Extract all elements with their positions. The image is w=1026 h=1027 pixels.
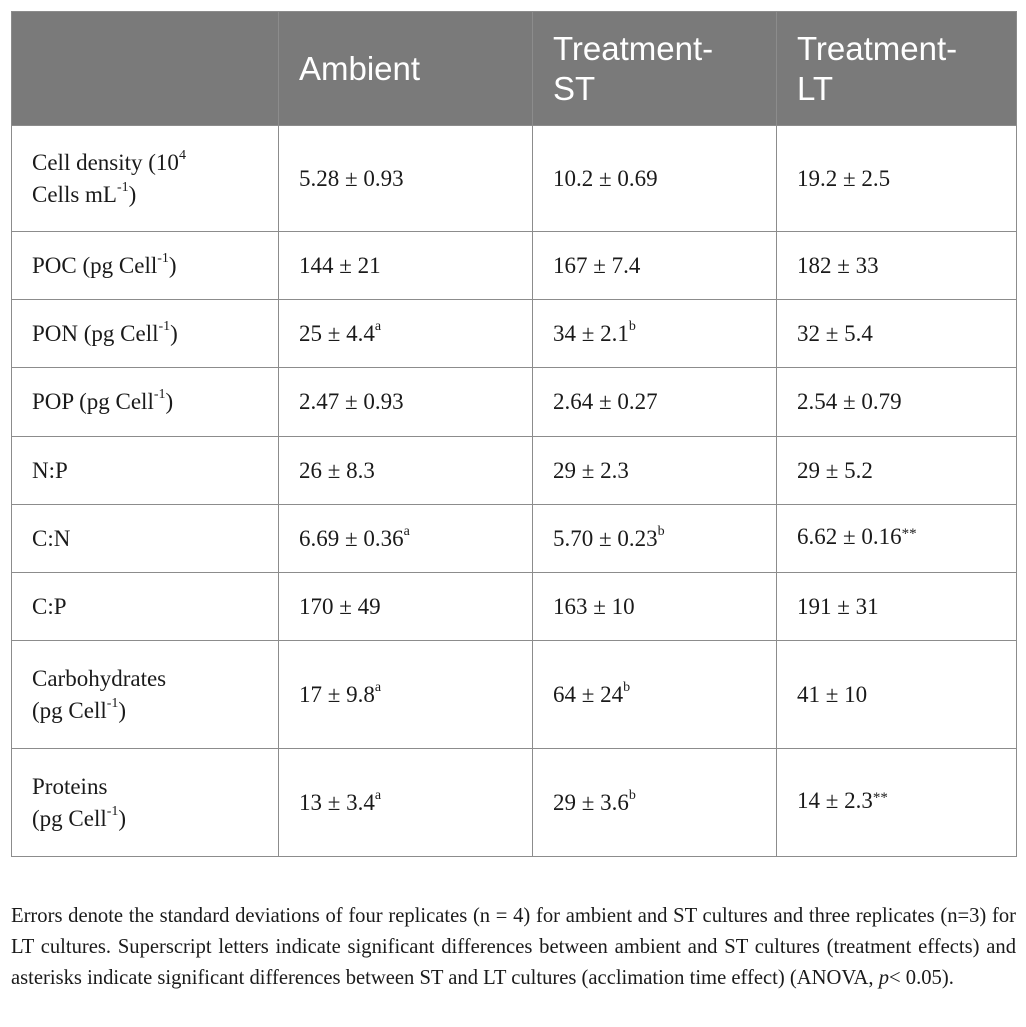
cell-ambient: 2.47 ± 0.93 <box>278 367 533 437</box>
cell-treatment-lt: 182 ± 33 <box>776 231 1017 300</box>
cell-treatment-st: 5.70 ± 0.23b <box>532 504 777 573</box>
row-label: Carbohydrates (pg Cell-1) <box>11 640 279 749</box>
table-row: POP (pg Cell-1) 2.47 ± 0.93 2.64 ± 0.27 … <box>11 367 1017 437</box>
row-label: C:P <box>11 572 279 641</box>
cell-treatment-st: 10.2 ± 0.69 <box>532 125 777 232</box>
data-table: Ambient Treatment- ST Treatment- LT Cell d… <box>11 11 1017 857</box>
cell-treatment-st: 163 ± 10 <box>532 572 777 641</box>
table-row: C:N 6.69 ± 0.36a 5.70 ± 0.23b 6.62 ± 0.1… <box>11 504 1017 573</box>
cell-treatment-lt: 19.2 ± 2.5 <box>776 125 1017 232</box>
row-label: N:P <box>11 436 279 505</box>
cell-ambient: 5.28 ± 0.93 <box>278 125 533 232</box>
cell-treatment-st: 34 ± 2.1b <box>532 299 777 368</box>
header-cell-treatment-st: Treatment- ST <box>532 11 777 126</box>
cell-treatment-lt: 29 ± 5.2 <box>776 436 1017 505</box>
row-label: Proteins (pg Cell-1) <box>11 748 279 857</box>
header-cell-treatment-lt: Treatment- LT <box>776 11 1017 126</box>
header-cell-empty <box>11 11 279 126</box>
row-label: POC (pg Cell-1) <box>11 231 279 300</box>
table-row: C:P 170 ± 49 163 ± 10 191 ± 31 <box>11 572 1017 641</box>
cell-ambient: 26 ± 8.3 <box>278 436 533 505</box>
cell-ambient: 170 ± 49 <box>278 572 533 641</box>
cell-ambient: 144 ± 21 <box>278 231 533 300</box>
cell-treatment-st: 167 ± 7.4 <box>532 231 777 300</box>
row-label: POP (pg Cell-1) <box>11 367 279 437</box>
table-row: POC (pg Cell-1) 144 ± 21 167 ± 7.4 182 ±… <box>11 231 1017 300</box>
cell-treatment-lt: 2.54 ± 0.79 <box>776 367 1017 437</box>
row-label: C:N <box>11 504 279 573</box>
table-footnote: Errors denote the standard deviations of… <box>11 904 1016 989</box>
cell-treatment-lt: 14 ± 2.3** <box>776 748 1017 857</box>
table-row: N:P 26 ± 8.3 29 ± 2.3 29 ± 5.2 <box>11 436 1017 505</box>
cell-treatment-st: 29 ± 2.3 <box>532 436 777 505</box>
cell-treatment-lt: 191 ± 31 <box>776 572 1017 641</box>
cell-treatment-lt: 32 ± 5.4 <box>776 299 1017 368</box>
significance-asterisks: ** <box>901 526 917 542</box>
row-label: Cell density (104 Cells mL-1) <box>11 125 279 232</box>
table-row: PON (pg Cell-1) 25 ± 4.4a 34 ± 2.1b 32 ±… <box>11 299 1017 368</box>
cell-treatment-lt: 41 ± 10 <box>776 640 1017 749</box>
header-row: Ambient Treatment- ST Treatment- LT <box>11 11 1017 126</box>
significance-asterisks: ** <box>872 790 888 806</box>
cell-ambient: 6.69 ± 0.36a <box>278 504 533 573</box>
cell-treatment-lt: 6.62 ± 0.16** <box>776 504 1017 573</box>
cell-treatment-st: 64 ± 24b <box>532 640 777 749</box>
cell-ambient: 17 ± 9.8a <box>278 640 533 749</box>
cell-treatment-st: 29 ± 3.6b <box>532 748 777 857</box>
p-value-symbol: p <box>878 966 890 989</box>
row-label: PON (pg Cell-1) <box>11 299 279 368</box>
table-row: Carbohydrates (pg Cell-1) 17 ± 9.8a 64 ± … <box>11 640 1017 749</box>
header-cell-ambient: Ambient <box>278 11 533 126</box>
table-row: Cell density (104 Cells mL-1) 5.28 ± 0.93… <box>11 125 1017 232</box>
cell-ambient: 13 ± 3.4a <box>278 748 533 857</box>
cell-treatment-st: 2.64 ± 0.27 <box>532 367 777 437</box>
cell-ambient: 25 ± 4.4a <box>278 299 533 368</box>
table-row: Proteins (pg Cell-1) 13 ± 3.4a 29 ± 3.6b … <box>11 748 1017 857</box>
